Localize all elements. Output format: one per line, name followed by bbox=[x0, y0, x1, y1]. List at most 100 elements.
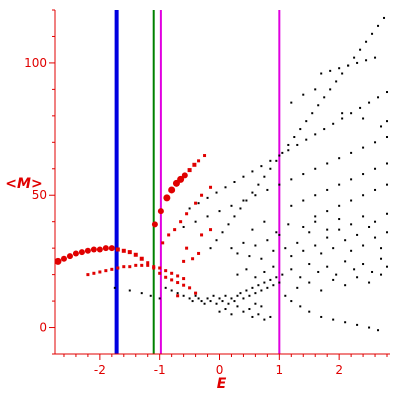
series-0-point-36 bbox=[170, 271, 174, 275]
series-0-point-57 bbox=[209, 185, 213, 189]
series-1-point-143 bbox=[326, 210, 329, 213]
series-1-point-102 bbox=[278, 154, 281, 157]
series-1-point-58 bbox=[344, 321, 347, 324]
series-1-point-144 bbox=[338, 204, 341, 207]
series-1-point-117 bbox=[206, 215, 209, 218]
series-0-point-49 bbox=[203, 154, 207, 158]
series-1-point-80 bbox=[317, 104, 320, 107]
series-1-point-100 bbox=[260, 165, 263, 168]
series-1-point-112 bbox=[368, 101, 371, 104]
series-1-point-21 bbox=[224, 294, 227, 297]
x-tick-label: -2 bbox=[94, 363, 106, 377]
series-1-point-75 bbox=[287, 143, 290, 146]
reference-lines bbox=[114, 10, 281, 354]
series-0-point-48 bbox=[197, 159, 201, 163]
series-0-point-8 bbox=[102, 245, 109, 252]
series-1-point-149 bbox=[320, 72, 323, 75]
series-1-point-138 bbox=[350, 178, 353, 181]
series-1-point-49 bbox=[257, 313, 260, 316]
series-1-point-135 bbox=[314, 194, 317, 197]
series-1-point-22 bbox=[227, 302, 230, 305]
series-1-point-32 bbox=[257, 284, 260, 287]
series-1-point-134 bbox=[302, 199, 305, 202]
series-1-point-52 bbox=[284, 294, 287, 297]
series-1-point-12 bbox=[197, 297, 200, 300]
series-1-point-26 bbox=[239, 292, 242, 295]
series-0-point-25 bbox=[104, 269, 108, 273]
series-0-point-52 bbox=[173, 228, 177, 232]
series-1-point-221 bbox=[362, 215, 365, 218]
series-1-point-113 bbox=[377, 96, 380, 99]
series-1-point-174 bbox=[296, 241, 299, 244]
series-1-point-155 bbox=[374, 56, 377, 59]
series-1-point-56 bbox=[320, 315, 323, 318]
series-1-point-184 bbox=[356, 233, 359, 236]
series-0-point-42 bbox=[168, 186, 176, 194]
series-1-point-10 bbox=[191, 300, 194, 303]
series-1-point-41 bbox=[224, 308, 227, 311]
series-1-point-180 bbox=[332, 247, 335, 250]
series-1-point-131 bbox=[374, 141, 377, 144]
series-1-point-11 bbox=[194, 294, 197, 297]
series-1-point-196 bbox=[290, 268, 293, 271]
series-0-point-31 bbox=[140, 263, 144, 267]
series-1-point-28 bbox=[245, 289, 248, 292]
series-1-point-8 bbox=[182, 294, 185, 297]
series-1-point-18 bbox=[215, 302, 218, 305]
series-1-point-157 bbox=[302, 93, 305, 96]
series-0-point-4 bbox=[78, 249, 85, 256]
series-1-point-168 bbox=[260, 257, 263, 260]
series-1-point-173 bbox=[290, 255, 293, 258]
series-0-point-62 bbox=[191, 257, 195, 261]
series-1-point-16 bbox=[209, 300, 212, 303]
x-axis-title: E bbox=[217, 376, 227, 392]
series-0-point-59 bbox=[209, 228, 213, 232]
series-0-point-39 bbox=[151, 221, 158, 228]
series-1-point-60 bbox=[368, 326, 371, 329]
series-1-point-188 bbox=[380, 247, 383, 250]
series-0-point-33 bbox=[152, 265, 156, 269]
y-tick-label: 100 bbox=[24, 56, 47, 70]
series-1-point-186 bbox=[368, 225, 371, 228]
series-1-point-220 bbox=[350, 223, 353, 226]
series-1-point-67 bbox=[239, 207, 242, 210]
series-1-point-20 bbox=[221, 300, 224, 303]
series-1-point-14 bbox=[203, 302, 206, 305]
series-1-point-65 bbox=[227, 223, 230, 226]
series-1-point-104 bbox=[296, 143, 299, 146]
series-0-point-18 bbox=[164, 275, 168, 279]
series-1-point-194 bbox=[272, 265, 275, 268]
series-1-point-163 bbox=[230, 247, 233, 250]
series-1-point-114 bbox=[386, 91, 389, 94]
series-1-point-183 bbox=[350, 249, 353, 252]
series-0-point-46 bbox=[187, 168, 192, 173]
series-0-point-15 bbox=[146, 261, 150, 265]
series-0-point-47 bbox=[192, 162, 197, 167]
series-1-point-35 bbox=[266, 286, 269, 289]
series-1-point-187 bbox=[374, 236, 377, 239]
series-1-point-150 bbox=[329, 69, 332, 72]
series-1-point-213 bbox=[356, 276, 359, 279]
series-1-point-64 bbox=[221, 231, 224, 234]
series-1-point-0 bbox=[113, 286, 116, 289]
series-1-point-66 bbox=[233, 215, 236, 218]
series-1-point-147 bbox=[374, 188, 377, 191]
series-0-point-32 bbox=[146, 263, 150, 267]
data-points bbox=[54, 16, 389, 332]
series-1-point-23 bbox=[230, 297, 233, 300]
series-1-point-124 bbox=[290, 178, 293, 181]
series-0-point-55 bbox=[194, 201, 198, 205]
series-0-point-54 bbox=[185, 212, 189, 216]
series-1-point-154 bbox=[365, 59, 368, 62]
series-1-point-68 bbox=[245, 199, 248, 202]
series-1-point-178 bbox=[320, 252, 323, 255]
series-1-point-161 bbox=[380, 125, 383, 128]
series-1-point-88 bbox=[365, 40, 368, 43]
series-1-point-120 bbox=[242, 199, 245, 202]
series-1-point-181 bbox=[338, 228, 341, 231]
series-1-point-191 bbox=[245, 268, 248, 271]
series-1-point-98 bbox=[242, 175, 245, 178]
series-1-point-62 bbox=[209, 247, 212, 250]
series-0-point-30 bbox=[134, 263, 138, 267]
